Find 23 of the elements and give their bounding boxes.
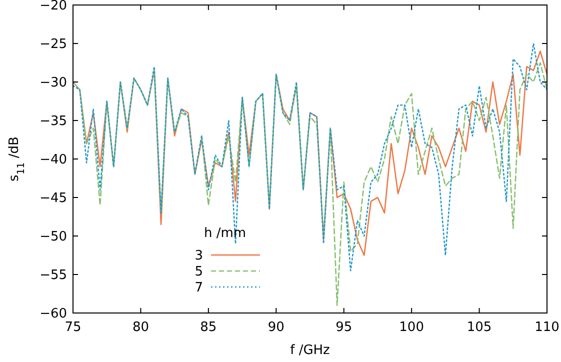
- line-series: [73, 62, 547, 306]
- x-tick-label: 110: [534, 320, 560, 335]
- x-tick-label: 75: [64, 320, 82, 335]
- x-tick-label: 95: [336, 320, 352, 335]
- y-tick-label: −50: [40, 230, 67, 245]
- x-tick-label: 100: [399, 320, 424, 335]
- x-tick-label: 85: [200, 320, 217, 335]
- y-tick-label: −60: [40, 306, 67, 322]
- y-tick-label: −40: [40, 152, 67, 168]
- y-tick-label: −35: [40, 114, 67, 130]
- legend-label: 3: [194, 248, 203, 264]
- x-tick-label: 105: [466, 320, 492, 335]
- x-tick-label: 80: [132, 320, 149, 335]
- legend-title: h /mm: [204, 226, 246, 241]
- y-tick-label: −55: [40, 268, 67, 284]
- x-axis-title: f /GHz: [290, 343, 330, 358]
- y-tick-label: −25: [40, 37, 67, 52]
- x-tick-label: 90: [268, 320, 284, 335]
- y-tick-label: −30: [40, 76, 67, 91]
- y-tick-label: −45: [40, 191, 67, 206]
- legend-label: 5: [194, 264, 203, 280]
- legend-label: 7: [194, 280, 203, 296]
- y-tick-label: −20: [40, 0, 67, 14]
